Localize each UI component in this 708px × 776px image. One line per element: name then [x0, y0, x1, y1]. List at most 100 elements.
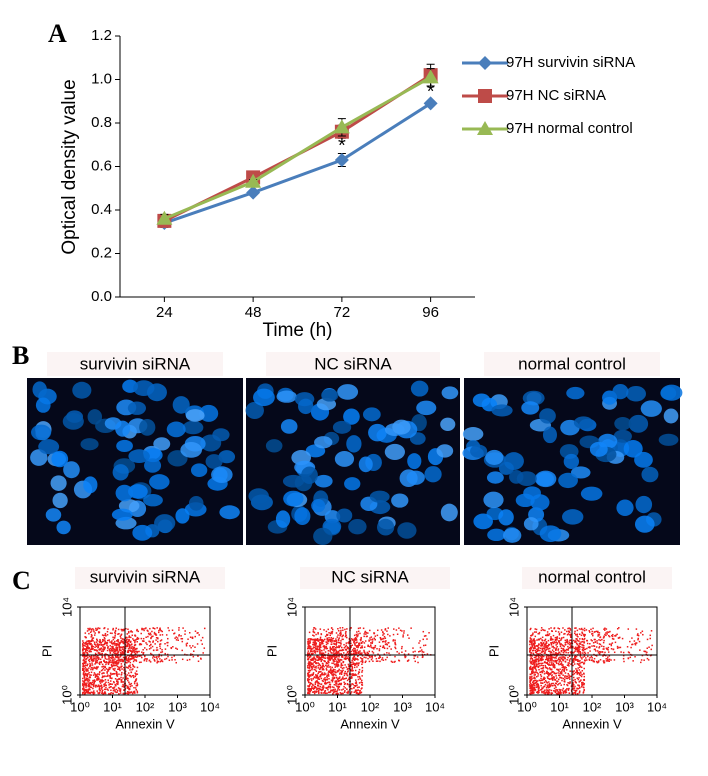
dot: [101, 681, 103, 683]
dot: [575, 668, 577, 670]
dot: [102, 650, 104, 652]
dot: [579, 643, 581, 645]
dot: [337, 634, 339, 636]
dot: [105, 676, 107, 678]
dot: [340, 653, 342, 655]
dot: [96, 668, 98, 670]
dot: [104, 675, 106, 677]
dot: [580, 655, 582, 657]
dot: [200, 640, 202, 642]
dot: [581, 658, 583, 660]
dot: [529, 644, 531, 646]
dot: [132, 651, 134, 653]
dot: [82, 652, 84, 654]
dot: [88, 633, 90, 635]
dot: [99, 652, 101, 654]
dot: [379, 648, 381, 650]
dot: [569, 640, 571, 642]
dot: [159, 644, 161, 646]
dot: [617, 647, 619, 649]
nucleus: [543, 427, 557, 444]
dot: [157, 641, 159, 643]
dot: [320, 628, 322, 630]
dot: [194, 646, 196, 648]
dot: [355, 670, 357, 672]
dot: [90, 693, 92, 695]
dot: [530, 647, 532, 649]
dot: [332, 681, 334, 683]
dot: [390, 648, 392, 650]
nucleus: [32, 381, 46, 398]
dot: [413, 651, 415, 653]
dot: [407, 634, 409, 636]
dot: [651, 630, 653, 632]
dot: [322, 669, 324, 671]
dot: [536, 651, 538, 653]
dot: [332, 629, 334, 631]
dot: [100, 682, 102, 684]
dot: [590, 639, 592, 641]
dot: [331, 637, 333, 639]
dot: [356, 662, 358, 664]
dot: [317, 685, 319, 687]
dot: [401, 630, 403, 632]
dot: [329, 672, 331, 674]
dot: [97, 676, 99, 678]
dot: [555, 631, 557, 633]
dot: [133, 661, 135, 663]
dot: [335, 675, 337, 677]
dot: [311, 638, 313, 640]
dot: [354, 635, 356, 637]
dot: [331, 652, 333, 654]
dot: [190, 636, 192, 638]
dot: [123, 643, 125, 645]
dot: [182, 627, 184, 629]
dot: [319, 639, 321, 641]
dot: [575, 681, 577, 683]
dot: [132, 650, 134, 652]
dot: [83, 657, 85, 659]
dot: [417, 656, 419, 658]
dot: [338, 638, 340, 640]
dot: [564, 675, 566, 677]
dot: [98, 685, 100, 687]
dot: [127, 680, 129, 682]
dot: [84, 636, 86, 638]
dot: [132, 675, 134, 677]
dot: [614, 659, 616, 661]
dot: [558, 679, 560, 681]
dot: [559, 656, 561, 658]
dot: [308, 686, 310, 688]
dot: [333, 673, 335, 675]
nucleus: [470, 445, 487, 458]
nucleus: [566, 387, 584, 399]
dot: [543, 656, 545, 658]
dot: [581, 632, 583, 634]
dot: [551, 663, 553, 665]
cytometry-dots: [82, 627, 205, 694]
dot: [385, 659, 387, 661]
dot: [164, 653, 166, 655]
dot: [127, 686, 129, 688]
dot: [377, 635, 379, 637]
dot: [311, 653, 313, 655]
dot: [583, 642, 585, 644]
dot: [532, 678, 534, 680]
dot: [356, 684, 358, 686]
dot: [326, 676, 328, 678]
dot: [120, 642, 122, 644]
dot: [91, 659, 93, 661]
dot: [353, 651, 355, 653]
dot: [104, 656, 106, 658]
dot: [335, 665, 337, 667]
dot: [112, 628, 114, 630]
dot: [108, 639, 110, 641]
dot: [339, 689, 341, 691]
dot: [331, 648, 333, 650]
dot: [360, 657, 362, 659]
dot: [320, 684, 322, 686]
dot: [371, 659, 373, 661]
dot: [320, 686, 322, 688]
dot: [308, 670, 310, 672]
dot: [535, 628, 537, 630]
